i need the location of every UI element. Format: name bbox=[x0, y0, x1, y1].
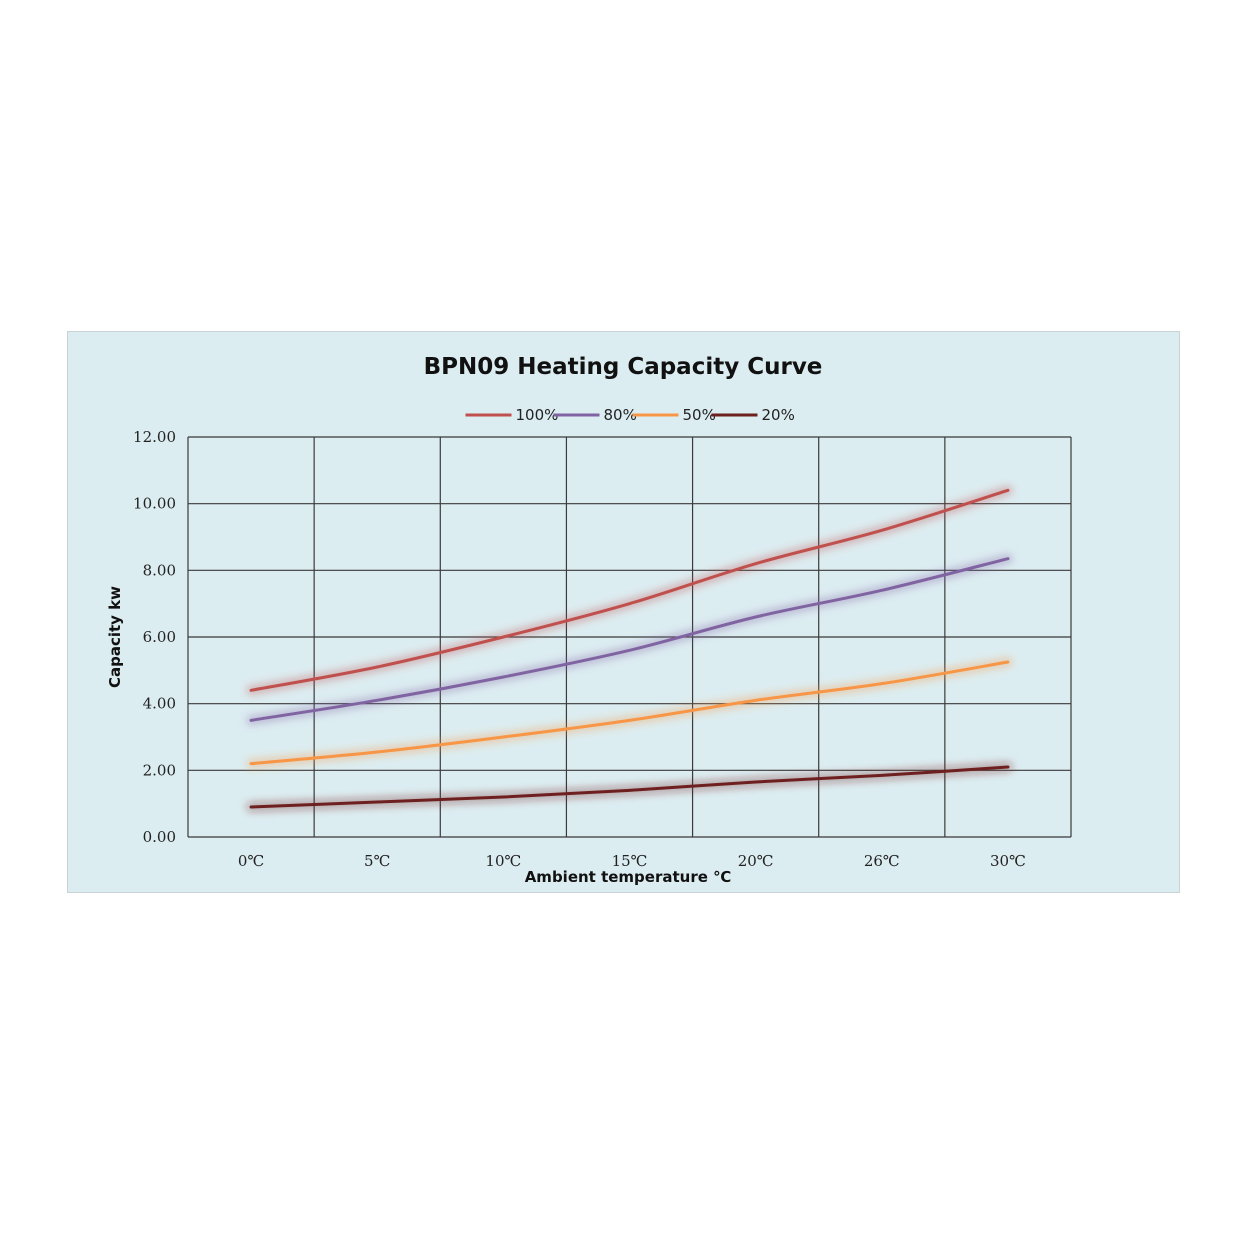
x-tick-label: 20℃ bbox=[738, 852, 774, 870]
y-axis-ticks: 0.00 2.00 4.00 6.00 8.00 10.00 12.00 bbox=[133, 428, 176, 846]
y-tick-label: 8.00 bbox=[143, 561, 176, 579]
x-axis-title: Ambient temperature ℃ bbox=[525, 868, 732, 886]
series-lines bbox=[246, 485, 1013, 812]
series-line-100pct bbox=[249, 488, 1010, 692]
x-tick-label: 10℃ bbox=[485, 852, 521, 870]
y-tick-label: 12.00 bbox=[133, 428, 176, 446]
y-axis-title: Capacity kw bbox=[106, 586, 124, 688]
series-line-80pct bbox=[249, 557, 1010, 722]
y-tick-label: 0.00 bbox=[143, 828, 176, 846]
legend-label-100pct: 100% bbox=[516, 406, 559, 424]
x-tick-label: 0℃ bbox=[238, 852, 264, 870]
series-line-50pct bbox=[249, 660, 1010, 766]
grid bbox=[187, 436, 1072, 838]
series-line-20pct bbox=[249, 765, 1010, 809]
legend-label-50pct: 50% bbox=[683, 406, 716, 424]
chart-frame: BPN09 Heating Capacity Curve 100% 80% 50% 2… bbox=[67, 331, 1180, 893]
chart-title: BPN09 Heating Capacity Curve bbox=[424, 354, 823, 380]
y-tick-label: 10.00 bbox=[133, 495, 176, 513]
series-glow-80pct bbox=[246, 553, 1013, 726]
y-tick-label: 4.00 bbox=[143, 695, 176, 713]
x-tick-label: 30℃ bbox=[990, 852, 1026, 870]
y-tick-label: 2.00 bbox=[143, 761, 176, 779]
series-glow-50pct bbox=[246, 657, 1013, 769]
legend-label-20pct: 20% bbox=[762, 406, 795, 424]
y-tick-label: 6.00 bbox=[143, 628, 176, 646]
x-tick-label: 15℃ bbox=[612, 852, 648, 870]
x-tick-label: 5℃ bbox=[364, 852, 390, 870]
x-tick-label: 26℃ bbox=[864, 852, 900, 870]
legend-label-80pct: 80% bbox=[604, 406, 637, 424]
x-axis-ticks: 0℃ 5℃ 10℃ 15℃ 20℃ 26℃ 30℃ bbox=[238, 852, 1026, 870]
heating-capacity-chart: BPN09 Heating Capacity Curve 100% 80% 50% 2… bbox=[106, 354, 1072, 886]
legend: 100% 80% 50% 20% bbox=[465, 406, 795, 424]
